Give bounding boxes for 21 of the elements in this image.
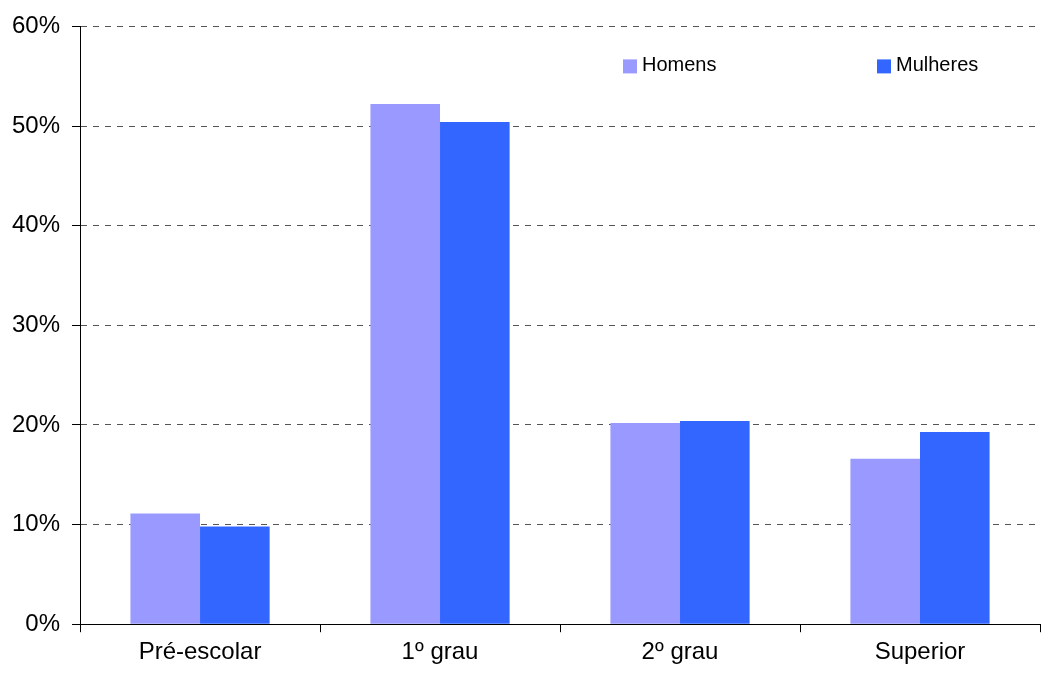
bar — [920, 431, 990, 624]
y-tick-label: 0% — [25, 608, 61, 636]
legend-label: Mulheres — [896, 52, 979, 75]
y-tick-label: 60% — [11, 11, 61, 39]
x-tick-label: Superior — [874, 637, 966, 665]
y-tick-label: 10% — [11, 509, 61, 537]
bar — [680, 420, 750, 624]
bar — [850, 458, 920, 624]
bar — [200, 526, 270, 624]
bar — [130, 513, 201, 624]
y-tick-label: 40% — [11, 210, 61, 238]
bar — [440, 122, 510, 624]
x-tick-label: Pré-escolar — [138, 637, 262, 665]
bar — [610, 422, 681, 624]
y-tick-label: 20% — [11, 409, 61, 437]
bar — [370, 104, 441, 624]
x-tick-label: 2º grau — [641, 637, 719, 665]
x-tick-label: 1º grau — [401, 637, 479, 665]
y-tick-label: 30% — [11, 309, 61, 337]
legend-label: Homens — [642, 52, 717, 75]
y-tick-label: 50% — [11, 110, 61, 138]
